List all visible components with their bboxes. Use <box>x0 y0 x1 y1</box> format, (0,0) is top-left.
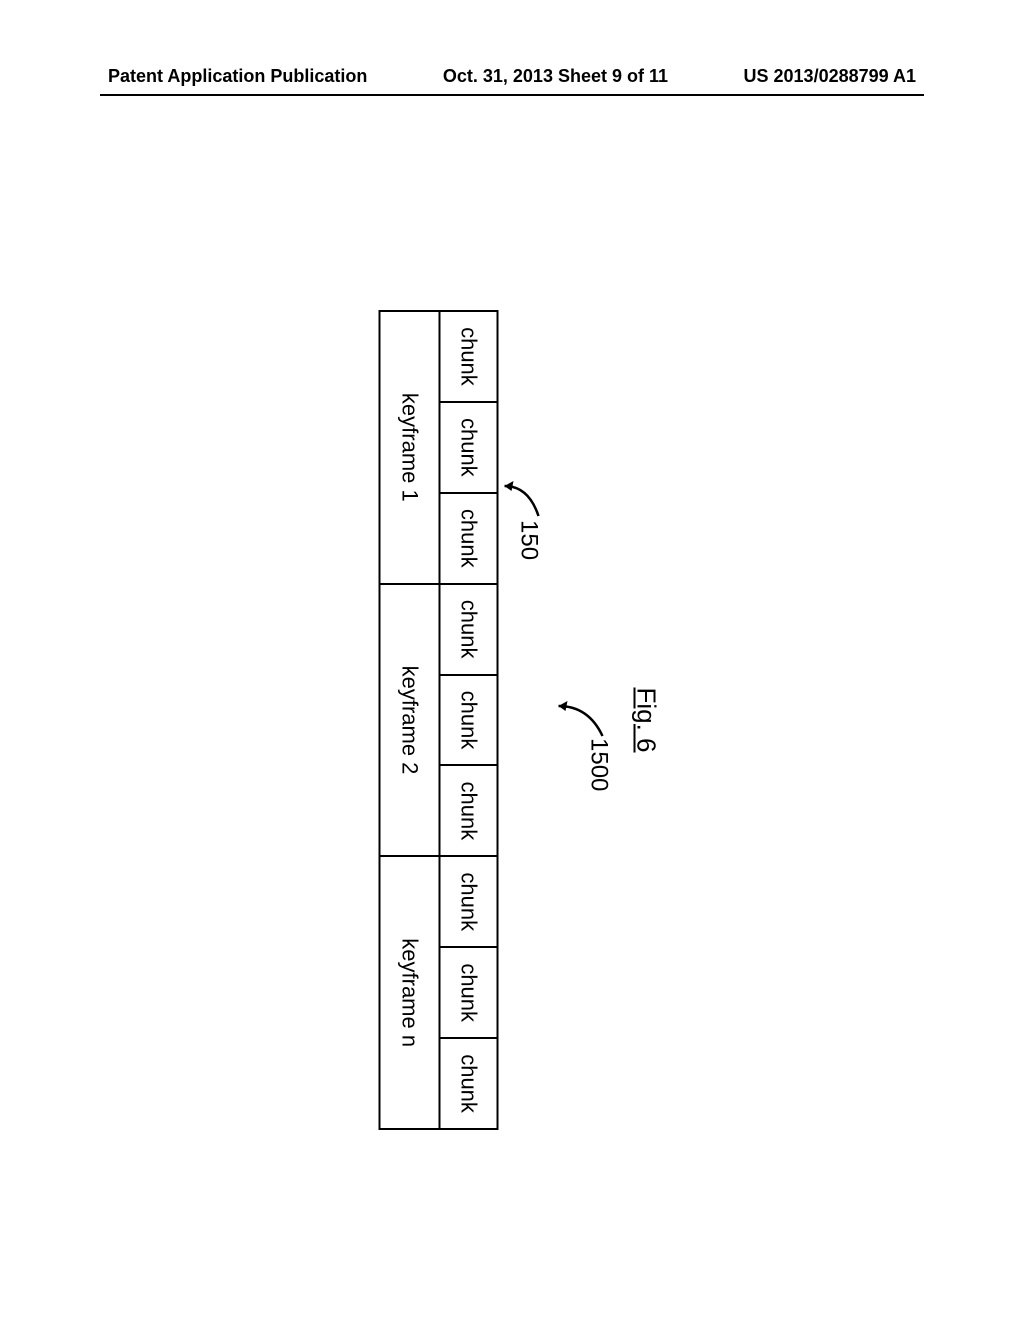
chunk-label: chunk <box>456 782 482 841</box>
chunk-label: chunk <box>456 691 482 750</box>
chunk-label: chunk <box>456 963 482 1022</box>
chunk-keyframe-table: chunk chunk chunk chunk chunk chunk chun… <box>379 310 499 1130</box>
ref-1500-label: 1500 <box>585 738 613 791</box>
chunk-row: chunk chunk chunk chunk chunk chunk chun… <box>439 310 499 1130</box>
chunk-cell: chunk <box>439 764 499 857</box>
keyframe-cell: keyframe 2 <box>379 583 439 858</box>
chunk-cell: chunk <box>439 674 499 767</box>
chunk-cell: chunk <box>439 583 499 676</box>
chunk-cell: chunk <box>439 1037 499 1130</box>
keyframe-label: keyframe n <box>397 938 423 1047</box>
chunk-label: chunk <box>456 1054 482 1113</box>
chunk-cell: chunk <box>439 946 499 1039</box>
keyframe-label: keyframe 2 <box>397 666 423 775</box>
chunk-cell: chunk <box>439 492 499 585</box>
page: Patent Application Publication Oct. 31, … <box>0 0 1024 1320</box>
keyframe-cell: keyframe 1 <box>379 310 439 585</box>
chunk-label: chunk <box>456 872 482 931</box>
ref-1500-callout: 1500 <box>549 310 613 1130</box>
chunk-label: chunk <box>456 327 482 386</box>
header-rule <box>100 94 924 96</box>
chunk-cell: chunk <box>439 855 499 948</box>
ref-150-label: 150 <box>515 520 543 560</box>
chunk-label: chunk <box>456 600 482 659</box>
chunk-cell: chunk <box>439 401 499 494</box>
page-header: Patent Application Publication Oct. 31, … <box>0 66 1024 87</box>
diagram-rotated-container: Fig. 6 1500 150 chunk chunk <box>379 310 662 1130</box>
chunk-label: chunk <box>456 418 482 477</box>
ref-150-leader-icon <box>499 478 543 526</box>
chunk-cell: chunk <box>439 310 499 403</box>
ref-150-callout: 150 <box>499 310 549 1130</box>
keyframe-row: keyframe 1 keyframe 2 keyframe n <box>379 310 439 1130</box>
keyframe-label: keyframe 1 <box>397 393 423 502</box>
header-right: US 2013/0288799 A1 <box>744 66 916 87</box>
figure-title: Fig. 6 <box>631 310 662 1130</box>
chunk-label: chunk <box>456 509 482 568</box>
keyframe-cell: keyframe n <box>379 855 439 1130</box>
figure-diagram: Fig. 6 1500 150 chunk chunk <box>379 310 662 1130</box>
header-left: Patent Application Publication <box>108 66 367 87</box>
header-center: Oct. 31, 2013 Sheet 9 of 11 <box>443 66 668 87</box>
